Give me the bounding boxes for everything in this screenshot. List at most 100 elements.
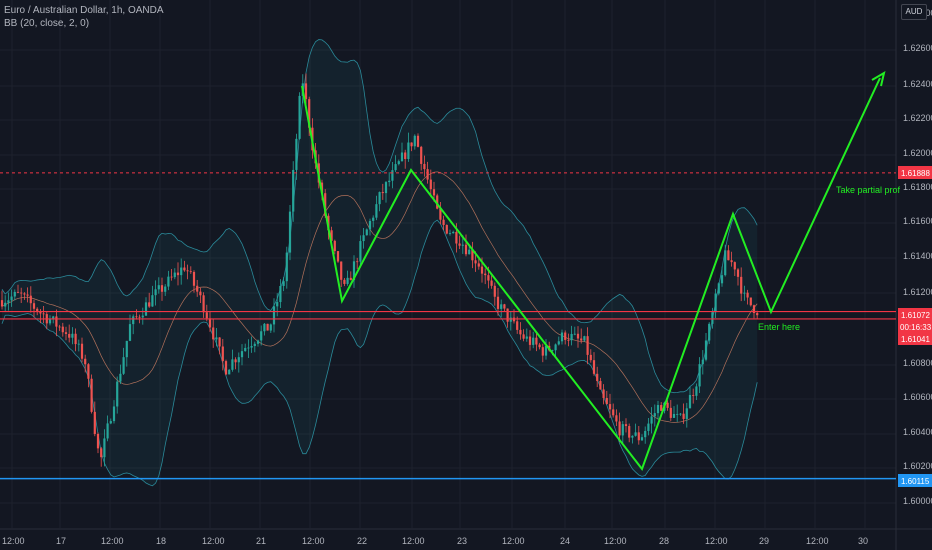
candle-body xyxy=(698,364,701,387)
symbol-title[interactable]: Euro / Australian Dollar, 1h, OANDA xyxy=(4,5,164,16)
candle-body xyxy=(151,295,154,307)
time-label: 22 xyxy=(357,536,367,546)
candle-body xyxy=(724,250,727,276)
candle-body xyxy=(749,297,752,306)
candle-body xyxy=(144,302,148,316)
time-label: 12:00 xyxy=(202,536,225,546)
basis-line xyxy=(1,171,758,423)
candle-body xyxy=(634,432,637,436)
candle-body xyxy=(68,333,71,338)
candle-body xyxy=(183,267,186,271)
take-partial-profit-label: Take partial prof xyxy=(836,185,901,195)
candle-body xyxy=(400,152,404,162)
support-price-tag: 1.60115 xyxy=(901,477,930,486)
candle-body xyxy=(77,343,80,345)
candle-body xyxy=(452,231,455,234)
candle-body xyxy=(55,316,58,327)
candle-body xyxy=(493,285,496,297)
candle-body xyxy=(135,316,138,318)
candle-body xyxy=(717,283,720,294)
candle-body xyxy=(96,433,100,449)
candle-body xyxy=(253,343,256,347)
time-axis[interactable]: 12:00 17 12:00 18 12:00 21 12:00 22 12:0… xyxy=(2,536,868,546)
candle-body xyxy=(650,416,653,424)
candle-body xyxy=(695,386,698,396)
time-label: 12:00 xyxy=(705,536,728,546)
candle-body xyxy=(189,271,192,273)
candle-body xyxy=(576,333,580,339)
candle-body xyxy=(714,293,717,313)
candle-body xyxy=(228,369,231,375)
candle-body xyxy=(308,99,311,128)
candle-body xyxy=(615,415,618,422)
candle-body xyxy=(381,192,384,194)
candle-body xyxy=(192,271,196,286)
candle-body xyxy=(375,204,378,218)
candle-body xyxy=(154,289,157,296)
candle-body xyxy=(445,224,448,234)
candle-body xyxy=(592,360,596,374)
candle-body xyxy=(356,261,359,263)
candle-body xyxy=(727,250,730,261)
candle-body xyxy=(564,332,567,340)
candle-body xyxy=(48,319,52,324)
time-label: 12:00 xyxy=(2,536,25,546)
time-label: 12:00 xyxy=(604,536,627,546)
candle-body xyxy=(720,275,724,284)
candle-body xyxy=(448,233,452,234)
candle-body xyxy=(352,261,356,281)
candle-body xyxy=(148,302,151,307)
candle-body xyxy=(52,316,55,320)
currency-badge[interactable]: AUD xyxy=(901,4,927,20)
candle-body xyxy=(116,381,119,407)
candle-body xyxy=(439,208,442,220)
candle-body xyxy=(551,350,554,352)
candle-body xyxy=(288,211,292,253)
candle-body xyxy=(397,161,400,165)
price-tick: 1.60800 xyxy=(903,358,932,368)
time-label: 12:00 xyxy=(402,536,425,546)
candle-body xyxy=(112,406,116,422)
candle-body xyxy=(256,340,260,344)
price-tick: 1.60000 xyxy=(903,496,932,506)
candle-body xyxy=(647,423,650,431)
price-tick: 1.61200 xyxy=(903,287,932,297)
time-label: 12:00 xyxy=(806,536,829,546)
candle-body xyxy=(618,421,621,436)
candle-body xyxy=(730,260,733,263)
candle-body xyxy=(685,408,688,419)
candle-body xyxy=(640,437,644,441)
candle-body xyxy=(708,323,711,341)
candle-body xyxy=(692,395,695,396)
candle-body xyxy=(740,276,743,294)
candle-body xyxy=(628,426,631,438)
candle-body xyxy=(23,293,26,295)
candle-body xyxy=(404,152,407,159)
candle-body xyxy=(61,326,64,333)
candle-body xyxy=(496,296,500,309)
time-label: 28 xyxy=(659,536,669,546)
candle-body xyxy=(676,413,679,415)
price-tick: 1.62200 xyxy=(903,113,932,123)
candle-body xyxy=(26,294,29,296)
candle-body xyxy=(260,331,263,341)
resistance-price-tag: 1.61888 xyxy=(901,169,930,178)
candle-body xyxy=(432,189,436,196)
price-axis[interactable]: 1.62800 1.62600 1.62400 1.62200 1.62000 … xyxy=(903,8,932,506)
candle-body xyxy=(0,300,4,307)
candle-body xyxy=(612,409,615,416)
candle-body xyxy=(378,192,381,205)
candle-body xyxy=(602,389,605,398)
time-label: 18 xyxy=(156,536,166,546)
candle-body xyxy=(474,260,477,264)
candle-body xyxy=(224,361,228,375)
candle-body xyxy=(743,292,746,294)
candle-body xyxy=(538,344,541,348)
candle-body xyxy=(221,346,224,362)
indicator-label[interactable]: BB (20, close, 2, 0) xyxy=(4,18,90,29)
candle-body xyxy=(589,354,592,361)
candle-body xyxy=(426,169,429,180)
candle-body xyxy=(125,340,128,358)
